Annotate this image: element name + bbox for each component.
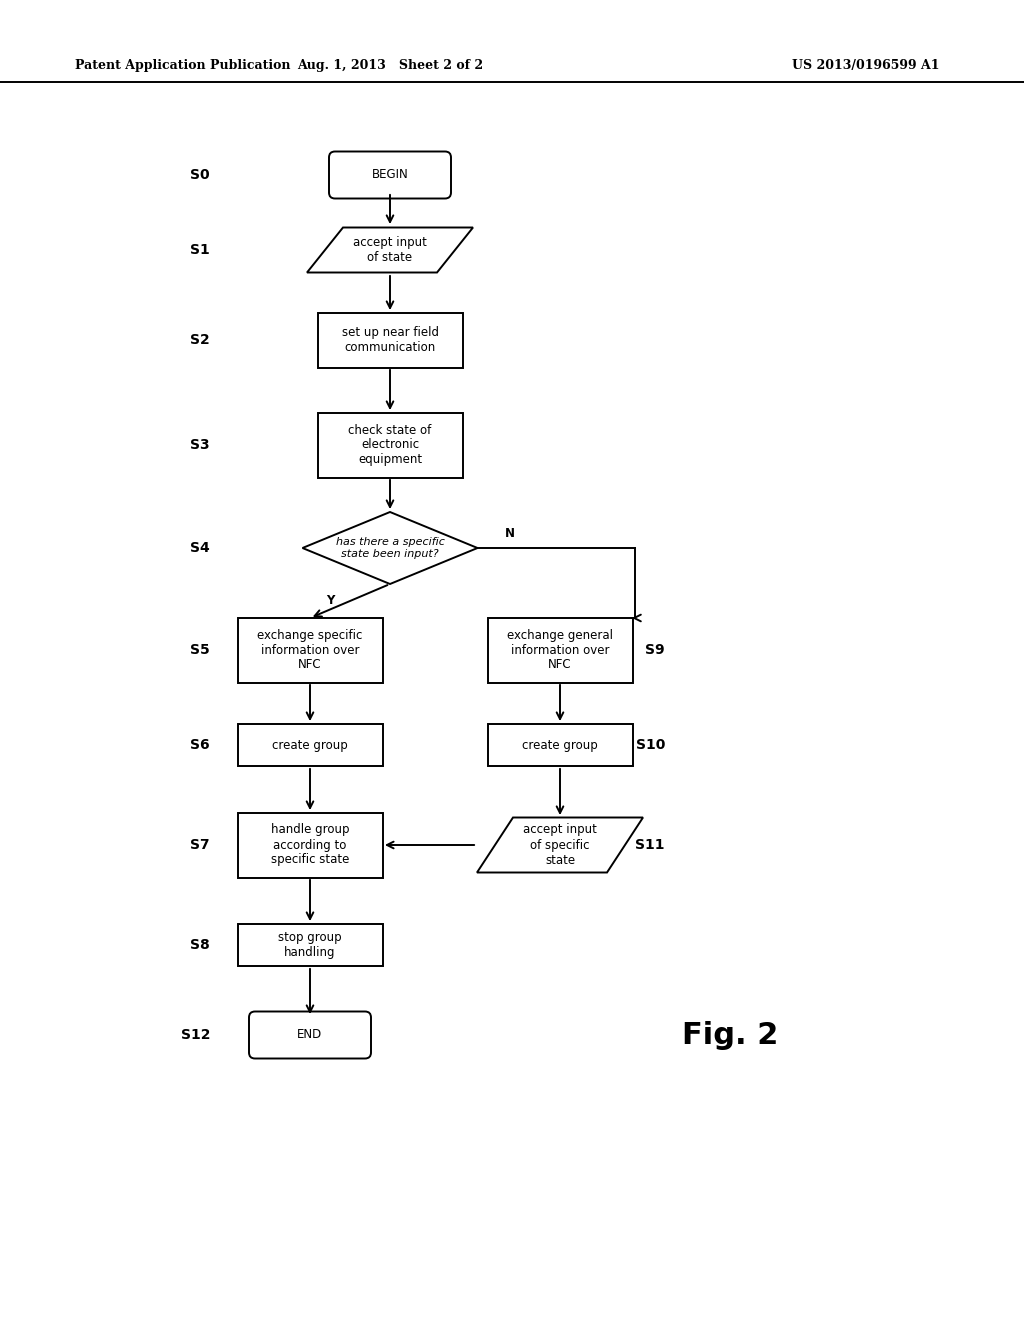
- Text: S4: S4: [190, 541, 210, 554]
- Polygon shape: [477, 817, 643, 873]
- Text: set up near field
communication: set up near field communication: [341, 326, 438, 354]
- Text: Y: Y: [326, 594, 334, 606]
- Bar: [317, 313, 463, 367]
- Text: Patent Application Publication: Patent Application Publication: [75, 58, 291, 71]
- Bar: [238, 924, 383, 966]
- Text: S6: S6: [190, 738, 210, 752]
- Text: S5: S5: [190, 643, 210, 657]
- Text: create group: create group: [522, 738, 598, 751]
- Text: handle group
according to
specific state: handle group according to specific state: [270, 824, 349, 866]
- Text: exchange general
information over
NFC: exchange general information over NFC: [507, 628, 613, 672]
- Text: S0: S0: [190, 168, 210, 182]
- Text: S11: S11: [636, 838, 665, 851]
- FancyBboxPatch shape: [249, 1011, 371, 1059]
- Text: Fig. 2: Fig. 2: [682, 1020, 778, 1049]
- Text: BEGIN: BEGIN: [372, 169, 409, 181]
- Text: S12: S12: [180, 1028, 210, 1041]
- Bar: [317, 412, 463, 478]
- Text: accept input
of specific
state: accept input of specific state: [523, 824, 597, 866]
- Text: exchange specific
information over
NFC: exchange specific information over NFC: [257, 628, 362, 672]
- Text: S9: S9: [645, 643, 665, 657]
- Bar: [238, 723, 383, 766]
- Text: stop group
handling: stop group handling: [279, 931, 342, 960]
- Text: Aug. 1, 2013   Sheet 2 of 2: Aug. 1, 2013 Sheet 2 of 2: [297, 58, 483, 71]
- Text: S7: S7: [190, 838, 210, 851]
- Bar: [238, 618, 383, 682]
- Text: S3: S3: [190, 438, 210, 451]
- Text: S1: S1: [190, 243, 210, 257]
- Bar: [238, 813, 383, 878]
- Text: accept input
of state: accept input of state: [353, 236, 427, 264]
- Polygon shape: [302, 512, 477, 583]
- Text: S2: S2: [190, 333, 210, 347]
- Polygon shape: [307, 227, 473, 272]
- Text: N: N: [505, 527, 515, 540]
- Text: S10: S10: [636, 738, 665, 752]
- Bar: [487, 723, 633, 766]
- Text: check state of
electronic
equipment: check state of electronic equipment: [348, 424, 432, 466]
- Text: create group: create group: [272, 738, 348, 751]
- Text: has there a specific
state been input?: has there a specific state been input?: [336, 537, 444, 558]
- Text: S8: S8: [190, 939, 210, 952]
- Text: END: END: [297, 1028, 323, 1041]
- FancyBboxPatch shape: [329, 152, 451, 198]
- Text: US 2013/0196599 A1: US 2013/0196599 A1: [793, 58, 940, 71]
- Bar: [487, 618, 633, 682]
